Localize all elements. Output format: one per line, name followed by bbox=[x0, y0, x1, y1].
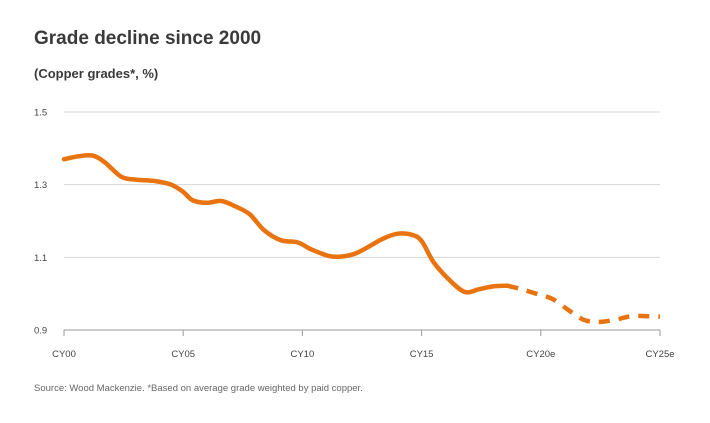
y-tick-label: 1.5 bbox=[34, 108, 47, 119]
x-tick-label: CY05 bbox=[171, 349, 195, 360]
chart-title: Grade decline since 2000 bbox=[34, 28, 262, 49]
x-axis: CY00 CY05 CY10 CY15 CY20e CY25e bbox=[52, 329, 675, 360]
series-line-estimate bbox=[506, 283, 661, 325]
x-tick-label: CY15 bbox=[410, 349, 434, 360]
y-tick-label: 1.1 bbox=[34, 253, 47, 264]
x-tick-label: CY10 bbox=[291, 349, 315, 360]
series-group bbox=[61, 152, 661, 325]
x-tick-label: CY00 bbox=[52, 349, 76, 360]
y-axis-ticks: 1.5 1.3 1.1 0.9 bbox=[34, 108, 47, 337]
chart-subtitle: (Copper grades*, %) bbox=[34, 66, 159, 81]
x-tick-label: CY25e bbox=[645, 349, 674, 360]
series-line-actual bbox=[61, 152, 510, 295]
y-tick-label: 1.3 bbox=[34, 180, 47, 191]
y-tick-label: 0.9 bbox=[34, 326, 47, 337]
source-note: Source: Wood Mackenzie. *Based on averag… bbox=[34, 383, 363, 394]
grid-lines bbox=[64, 111, 660, 258]
x-tick-label: CY20e bbox=[526, 349, 555, 360]
